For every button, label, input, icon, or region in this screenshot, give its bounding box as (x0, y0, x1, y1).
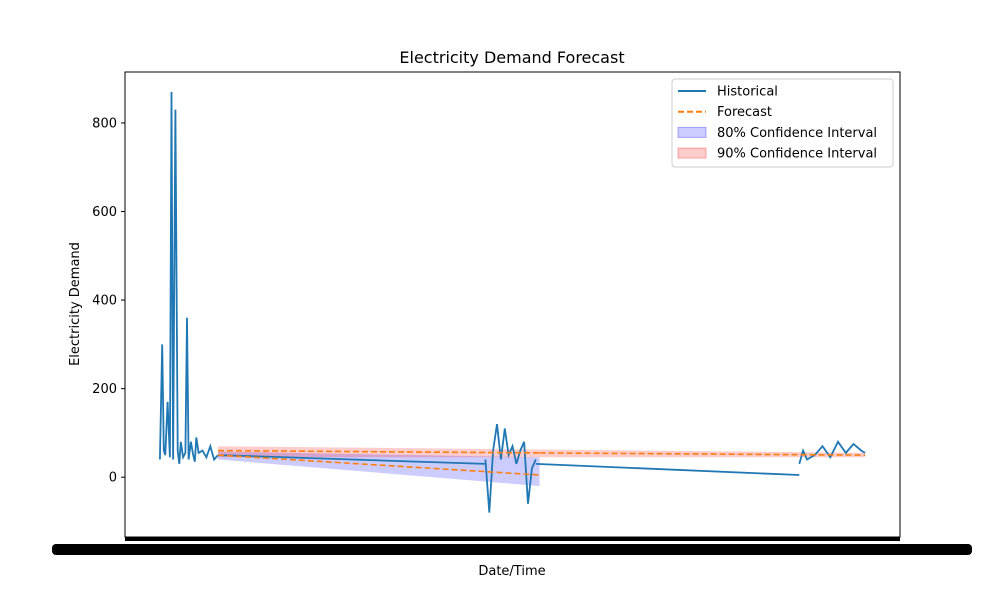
y-tick-label: 400 (92, 294, 117, 309)
y-ticks: 0 200 400 600 800 (92, 116, 125, 486)
forecast-line-segment (539, 452, 866, 456)
y-tick-label: 600 (92, 205, 117, 220)
legend-label-forecast: Forecast (717, 105, 772, 120)
x-axis-label: Date/Time (478, 564, 545, 579)
x-tick-marks (125, 537, 900, 541)
x-ticks (52, 537, 972, 555)
legend: Historical Forecast 80% Confidence Interva… (671, 78, 894, 168)
y-tick-label: 800 (92, 116, 117, 131)
legend-label-ci80: 80% Confidence Interval (717, 126, 877, 141)
plot-area (159, 91, 866, 513)
x-tick-labels-overlap (52, 544, 972, 555)
legend-label-historical: Historical (717, 85, 778, 100)
historical-line-segment (217, 454, 486, 465)
legend-label-ci90: 90% Confidence Interval (717, 147, 877, 162)
legend-swatch-ci80 (677, 126, 707, 138)
y-tick-label: 0 (109, 471, 117, 486)
y-tick-label: 200 (92, 382, 117, 397)
confidence-band-80 (218, 451, 540, 487)
historical-line-segment (535, 463, 800, 476)
legend-box (671, 78, 894, 168)
y-axis-label: Electricity Demand (68, 242, 83, 366)
historical-line-segment (798, 440, 866, 465)
chart-title: Electricity Demand Forecast (399, 48, 624, 67)
legend-swatch-ci90 (677, 147, 707, 159)
historical-line-segment (159, 91, 219, 465)
confidence-band-90 (218, 446, 866, 458)
historical-line-segment (484, 423, 537, 513)
